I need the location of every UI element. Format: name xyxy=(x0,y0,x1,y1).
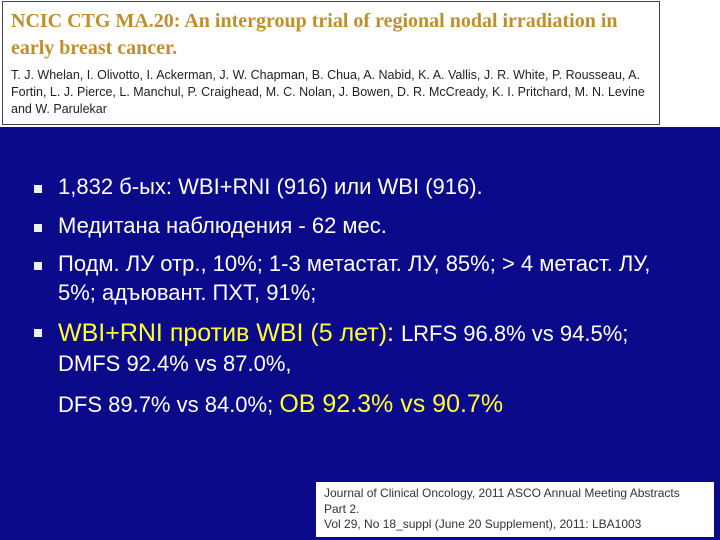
bullet-item-4: WBI+RNI против WBI (5 лет): LRFS 96.8% v… xyxy=(18,317,690,378)
study-title: NCIC CTG MA.20: An intergroup trial of r… xyxy=(11,8,651,62)
b4-ov-highlight: ОВ 92.3% vs 90.7% xyxy=(279,390,503,418)
b4-lead-highlight: WBI+RNI против WBI (5 лет) xyxy=(58,319,387,347)
b4-dfs: DFS 89.7% vs 84.0%; xyxy=(58,392,279,417)
citation-line-2: Vol 29, No 18_suppl (June 20 Supplement)… xyxy=(324,517,704,533)
study-authors: T. J. Whelan, I. Olivotto, I. Ackerman, … xyxy=(11,67,651,118)
bullet-item-2: Медитана наблюдения - 62 мес. xyxy=(18,212,690,241)
bullet-item-1: 1,832 б-ых: WBI+RNI (916) или WBI (916). xyxy=(18,173,690,202)
b4-colon: : xyxy=(387,319,401,347)
bullet-list: 1,832 б-ых: WBI+RNI (916) или WBI (916).… xyxy=(18,173,690,421)
header-box: NCIC CTG MA.20: An intergroup trial of r… xyxy=(2,1,660,125)
slide-body: 1,832 б-ых: WBI+RNI (916) или WBI (916).… xyxy=(0,127,720,540)
citation-box: Journal of Clinical Oncology, 2011 ASCO … xyxy=(316,482,714,537)
citation-line-1: Journal of Clinical Oncology, 2011 ASCO … xyxy=(324,486,704,517)
bullet-item-3: Подм. ЛУ отр., 10%; 1-3 метастат. ЛУ, 85… xyxy=(18,250,690,307)
bullet-item-4-continued: DFS 89.7% vs 84.0%; ОВ 92.3% vs 90.7% xyxy=(18,388,690,421)
